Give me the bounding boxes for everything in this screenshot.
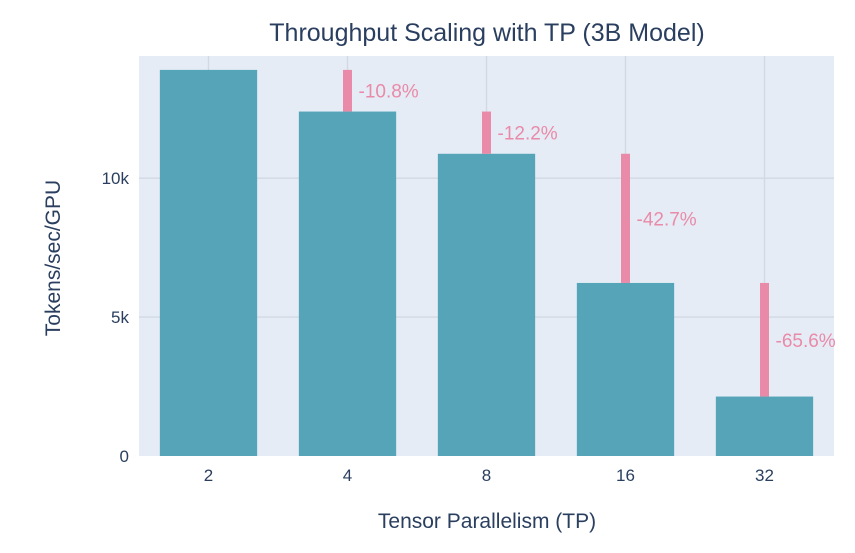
y-tick-label: 10k: [102, 169, 130, 188]
x-axis-title: Tensor Parallelism (TP): [378, 510, 596, 533]
x-tick-label: 4: [343, 466, 352, 485]
drop-bar-tp-8: [482, 111, 491, 154]
bar-tp-16: [576, 282, 675, 456]
bar-tp-8: [437, 153, 536, 456]
bar-tp-4: [298, 111, 397, 457]
x-tick-label: 32: [755, 466, 774, 485]
drop-bar-tp-16: [621, 153, 630, 283]
x-tick-label: 16: [616, 466, 635, 485]
drop-indicators: -10.8% -12.2% -42.7% -65.6%: [343, 69, 836, 397]
drop-label-tp-4: -10.8%: [359, 82, 419, 103]
x-tick-label: 2: [204, 466, 213, 485]
drop-label-tp-16: -42.7%: [637, 209, 697, 230]
drop-label-tp-32: -65.6%: [776, 331, 836, 352]
x-tick-labels: 2 4 8 16 32: [204, 466, 774, 485]
y-tick-label: 0: [120, 447, 129, 466]
drop-bar-tp-4: [343, 69, 352, 112]
drop-bar-tp-32: [760, 282, 769, 397]
drop-label-tp-8: -12.2%: [498, 124, 558, 145]
bars: [159, 69, 814, 457]
y-tick-labels: 0 5k 10k: [102, 169, 130, 466]
y-tick-label: 5k: [111, 308, 129, 327]
bar-tp-32: [715, 396, 814, 456]
chart-title: Throughput Scaling with TP (3B Model): [269, 19, 704, 47]
y-axis-title: Tokens/sec/GPU: [42, 180, 65, 336]
bar-tp-2: [159, 69, 258, 456]
x-tick-label: 8: [482, 466, 491, 485]
